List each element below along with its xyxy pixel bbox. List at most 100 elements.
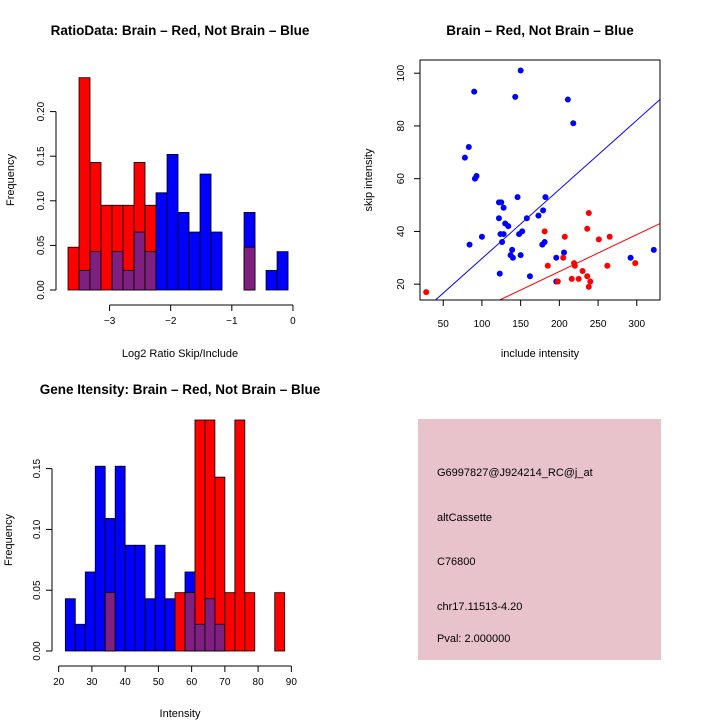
hist1-x-tick-label-0: −3 — [104, 316, 116, 327]
hist1-bar-11 — [188, 231, 201, 291]
hist3-y-tick-label-2: 0.10 — [32, 519, 43, 539]
hist3-bar-11 — [174, 592, 186, 652]
scatter-point-red-17 — [632, 260, 639, 267]
scatter-point-blue-36 — [627, 254, 634, 261]
hist3-x-tick-label-6: 80 — [253, 677, 265, 688]
hist3-x-tick-label-4: 60 — [186, 677, 198, 688]
hist1-y-tick-label-1: 0.05 — [36, 235, 47, 255]
hist3-bar-17 — [234, 419, 246, 652]
hist1-overlap-bar-6 — [133, 231, 146, 291]
scatter-y-tick-label-4: 100 — [396, 64, 407, 81]
hist3-bar-6 — [124, 544, 136, 652]
hist1-overlap-bar-5 — [122, 269, 135, 291]
scatter-y-tick-label-0: 20 — [396, 278, 407, 290]
ratio-histogram-xlabel: Log2 Ratio Skip/Include — [122, 348, 238, 360]
scatter-point-blue-32 — [553, 254, 560, 261]
scatter-fit-line-blue — [435, 99, 661, 301]
hist3-overlap-bar-13 — [194, 623, 206, 652]
hist3-bar-8 — [144, 598, 156, 652]
hist3-x-tick-label-1: 30 — [86, 677, 98, 688]
hist1-bar-8 — [155, 192, 168, 291]
ratio-histogram-axes: −3 −2 −1 0 0.00 0.05 0.10 0.15 0.20 — [36, 101, 296, 327]
hist1-y-tick-label-3: 0.15 — [36, 146, 47, 166]
hist1-x-tick-label-1: −2 — [165, 316, 177, 327]
gene-intensity-histogram: Gene Itensity: Brain – Red, Not Brain – … — [3, 382, 321, 720]
hist3-bar-13 — [194, 419, 206, 652]
hist3-overlap-bar-4 — [104, 592, 116, 652]
scatter-x-tick-label-0: 50 — [438, 319, 450, 330]
hist1-bar-0 — [67, 246, 80, 291]
hist3-bar-2 — [84, 571, 96, 652]
gene-histogram-axes: 20 30 40 50 60 70 80 90 0.00 0.05 0.10 0.15 — [32, 458, 297, 688]
ratio-histogram-bars — [67, 77, 289, 291]
hist1-bar-12 — [199, 173, 212, 291]
scatter-point-blue-25 — [509, 246, 516, 253]
hist1-overlap-bar-16 — [243, 246, 256, 291]
info-cluster-id: C76800 — [437, 556, 476, 568]
scatter-x-tick-label-1: 100 — [474, 319, 491, 330]
hist3-x-tick-label-0: 20 — [53, 677, 65, 688]
scatter-point-red-11 — [585, 209, 592, 216]
scatter-point-blue-17 — [535, 212, 542, 219]
scatter-point-red-12 — [587, 278, 594, 285]
gene-histogram-xlabel: Intensity — [160, 708, 201, 720]
scatter-title: Brain – Red, Not Brain – Blue — [446, 23, 634, 38]
scatter-point-blue-3 — [564, 96, 571, 103]
scatter-point-blue-37 — [650, 246, 657, 253]
scatter-point-blue-5 — [465, 144, 472, 151]
hist3-bar-21 — [274, 592, 286, 652]
scatter-point-blue-28 — [526, 273, 533, 280]
scatter-point-red-1 — [541, 228, 548, 235]
hist3-bar-9 — [154, 544, 166, 652]
scatter-point-blue-14 — [495, 215, 502, 222]
scatter-x-tick-label-3: 200 — [551, 319, 568, 330]
scatter-point-blue-33 — [561, 249, 567, 256]
hist3-bar-16 — [224, 592, 236, 652]
scatter-point-blue-9 — [542, 194, 549, 201]
scatter-point-red-8 — [579, 267, 586, 274]
ratio-histogram-ylabel: Frequency — [5, 154, 17, 206]
scatter-point-blue-29 — [496, 270, 503, 277]
scatter-point-blue-24 — [499, 238, 506, 245]
hist3-x-tick-label-5: 70 — [219, 677, 231, 688]
hist1-x-tick-label-2: −1 — [226, 316, 238, 327]
scatter-plot-frame — [419, 59, 661, 301]
scatter-point-blue-21 — [478, 233, 485, 240]
hist3-bar-1 — [74, 623, 86, 652]
hist1-bar-3 — [100, 204, 113, 291]
hist1-x-tick-label-3: 0 — [290, 316, 296, 327]
hist1-bar-10 — [177, 211, 190, 291]
scatter-point-red-10 — [584, 225, 591, 232]
scatter-point-blue-2 — [512, 93, 519, 100]
scatter-point-blue-39 — [502, 220, 509, 227]
scatter-point-blue-8 — [473, 173, 480, 180]
gene-histogram-ylabel: Frequency — [3, 514, 15, 566]
hist3-bar-0 — [64, 598, 76, 652]
scatter-y-tick-label-2: 60 — [396, 173, 407, 185]
scatter-fit-lines — [435, 99, 661, 301]
scatter-point-red-4 — [568, 275, 575, 282]
gene-histogram-bars — [64, 419, 286, 652]
scatter-point-blue-23 — [519, 228, 526, 235]
info-pval: Pval: 2.000000 — [437, 633, 510, 645]
scatter-point-blue-27 — [509, 254, 516, 261]
hist3-x-tick-label-2: 40 — [120, 677, 132, 688]
hist1-y-tick-label-0: 0.00 — [36, 280, 47, 300]
hist1-overlap-bar-4 — [111, 251, 124, 291]
ratio-histogram: RatioData: Brain – Red, Not Brain – Blue… — [5, 23, 310, 360]
hist1-overlap-bar-7 — [144, 251, 157, 291]
hist3-y-tick-label-1: 0.05 — [32, 580, 43, 600]
scatter-x-tick-label-5: 300 — [628, 319, 645, 330]
intensity-scatter: Brain – Red, Not Brain – Blue 50 100 150 20… — [363, 23, 661, 360]
scatter-point-blue-4 — [570, 120, 577, 127]
scatter-fit-line-red — [499, 223, 661, 301]
scatter-point-red-3 — [561, 233, 568, 240]
scatter-point-red-9 — [584, 273, 591, 280]
scatter-point-blue-38 — [517, 252, 524, 259]
scatter-point-blue-6 — [461, 154, 468, 161]
hist1-overlap-bar-1 — [78, 269, 91, 291]
hist3-overlap-bar-12 — [184, 592, 196, 652]
scatter-point-red-6 — [571, 262, 578, 269]
hist1-overlap-bar-2 — [89, 251, 102, 291]
